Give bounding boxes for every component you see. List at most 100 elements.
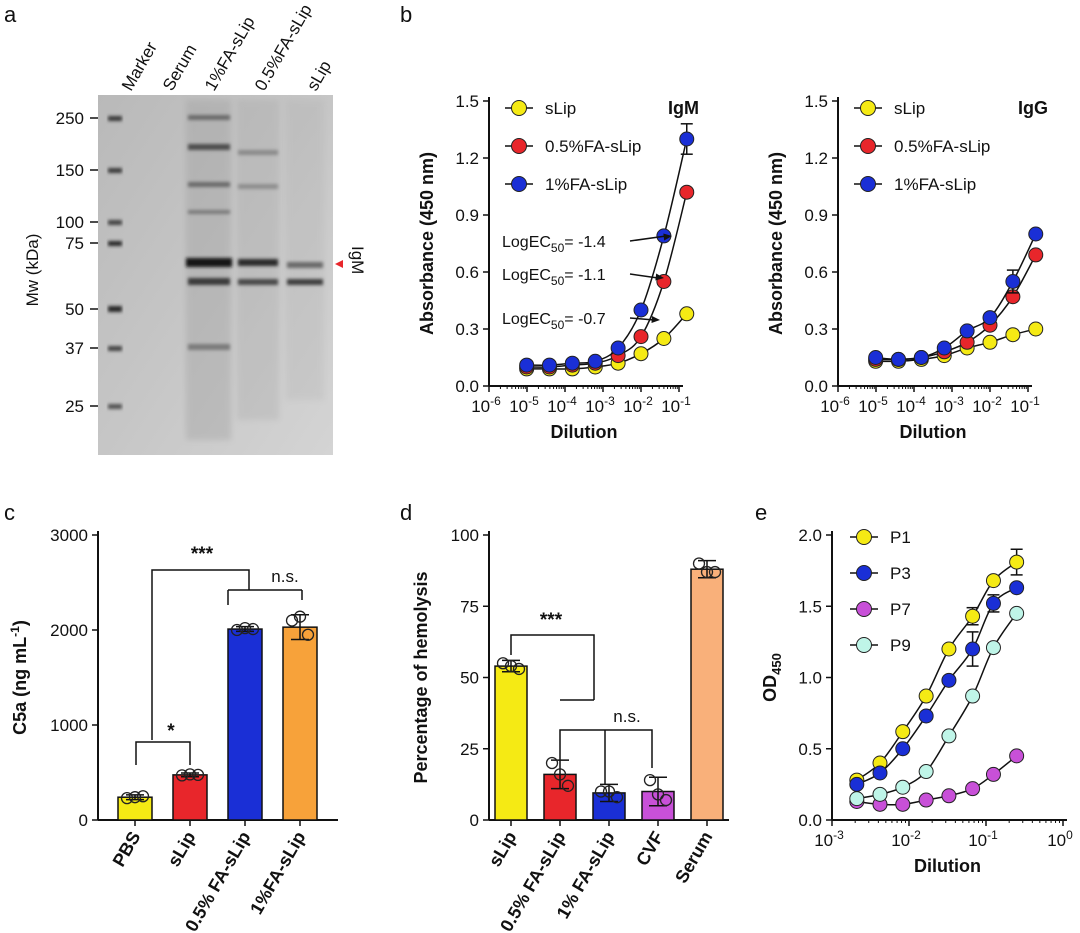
data-point xyxy=(965,608,981,624)
data-point xyxy=(941,788,957,804)
category-label: CVF xyxy=(632,828,667,869)
data-point xyxy=(918,792,934,808)
x-tick-label: 10-2 xyxy=(891,828,921,850)
legend-label: sLip xyxy=(894,99,925,118)
data-point xyxy=(895,779,911,795)
igm-arrow-icon xyxy=(335,260,343,268)
gel-tick-label: 25 xyxy=(65,397,84,416)
replicate-point xyxy=(191,768,205,782)
data-point xyxy=(985,640,1001,656)
significance-label: *** xyxy=(540,610,563,631)
legend-label: P9 xyxy=(890,636,911,655)
bar xyxy=(172,774,208,821)
lane-smear-1pct xyxy=(186,100,231,440)
x-axis-label: Dilution xyxy=(551,422,618,442)
data-point xyxy=(985,595,1001,611)
data-point xyxy=(890,351,906,367)
x-tick-label: 10-3 xyxy=(934,394,964,416)
data-point xyxy=(982,334,998,350)
data-point xyxy=(541,357,557,373)
y-tick-label: 3000 xyxy=(50,526,88,545)
replicate-point xyxy=(610,791,624,804)
y-tick-label: 0.0 xyxy=(455,377,479,396)
legend-label: 1%FA-sLip xyxy=(545,175,627,194)
data-point xyxy=(985,766,1001,782)
legend-marker xyxy=(860,138,876,154)
y-axis-label: Percentage of hemolysis xyxy=(411,571,431,783)
legend-marker xyxy=(856,565,872,581)
data-point xyxy=(1005,274,1021,289)
gel-tick-label: 75 xyxy=(65,234,84,253)
sample-bands xyxy=(186,115,323,350)
replicate-point xyxy=(692,557,706,570)
legend-marker xyxy=(856,601,872,617)
data-point xyxy=(633,302,649,318)
y-tick-label: 1.2 xyxy=(455,149,479,168)
replicate-point xyxy=(301,628,315,641)
x-tick-label: 100 xyxy=(1047,828,1073,850)
y-tick-label: 0.9 xyxy=(804,206,828,225)
significance-label: *** xyxy=(191,544,214,565)
y-tick-label: 50 xyxy=(460,669,479,688)
x-axis-label: Dilution xyxy=(900,422,967,442)
significance-label: n.s. xyxy=(271,567,298,586)
y-tick-label: 75 xyxy=(460,597,479,616)
y-tick-label: 0 xyxy=(79,811,88,830)
legend-label: P7 xyxy=(890,600,911,619)
data-point xyxy=(633,329,649,345)
y-axis-label: C5a (ng mL-1) xyxy=(8,620,30,735)
y-axis-label: OD450 xyxy=(760,653,784,702)
legend-label: sLip xyxy=(545,99,576,118)
data-point xyxy=(941,672,957,688)
data-point xyxy=(1005,327,1021,343)
data-point xyxy=(1009,605,1025,621)
y-tick-label: 1.5 xyxy=(455,92,479,111)
data-point xyxy=(913,350,929,365)
replicate-point xyxy=(496,657,510,670)
data-point xyxy=(1028,247,1044,263)
panel-label-b: b xyxy=(400,2,412,27)
replicate-point xyxy=(246,622,260,636)
data-point xyxy=(895,724,911,740)
x-tick-label: 10-4 xyxy=(547,394,577,416)
data-point xyxy=(872,765,888,781)
data-point xyxy=(936,340,952,356)
bar xyxy=(282,626,318,821)
y-axis-label: Absorbance (450 nm) xyxy=(417,152,437,335)
significance-label: n.s. xyxy=(613,707,640,726)
data-point xyxy=(941,641,957,657)
legend-label: P1 xyxy=(890,528,911,547)
data-point xyxy=(982,310,998,326)
y-tick-label: 0.0 xyxy=(804,377,828,396)
gel-tick-label: 37 xyxy=(65,339,84,358)
data-point xyxy=(1009,554,1025,570)
replicate-point xyxy=(553,768,567,781)
lane-label-marker: Marker xyxy=(118,38,161,94)
replicate-point xyxy=(659,793,673,807)
gel-tick-label: 150 xyxy=(56,161,84,180)
y-tick-label: 0.0 xyxy=(798,811,822,830)
data-point xyxy=(918,708,934,724)
legend-marker xyxy=(511,100,527,116)
x-tick-label: 10-6 xyxy=(471,394,501,416)
panel-label-e: e xyxy=(755,500,767,525)
gel-tick-label: 100 xyxy=(56,213,84,232)
legend-marker xyxy=(511,138,527,154)
replicate-point xyxy=(602,785,616,798)
category-label: sLip xyxy=(164,828,200,870)
category-label: PBS xyxy=(109,828,145,870)
replicate-point xyxy=(183,768,197,781)
legend-marker xyxy=(860,100,876,116)
y-tick-label: 0.3 xyxy=(804,320,828,339)
replicate-point xyxy=(594,785,608,798)
y-tick-label: 0.6 xyxy=(455,263,479,282)
y-tick-label: 0 xyxy=(470,811,479,830)
arrowhead-icon xyxy=(651,315,660,323)
data-point xyxy=(1028,321,1044,337)
replicate-point xyxy=(293,610,307,623)
y-tick-label: 0.6 xyxy=(804,263,828,282)
y-axis-label: Absorbance (450 nm) xyxy=(766,152,786,335)
legend-label: 0.5%FA-sLip xyxy=(894,137,990,156)
